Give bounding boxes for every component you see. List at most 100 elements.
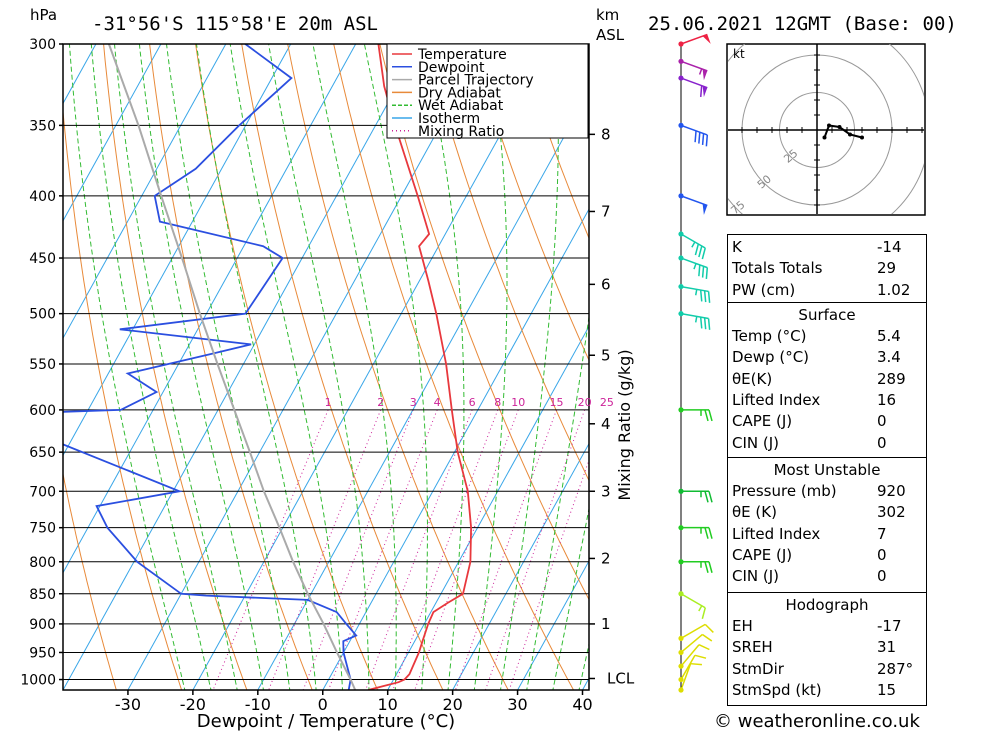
stat-row: PW (cm) 1.02: [732, 280, 922, 301]
wind-barb: [678, 193, 708, 215]
stat-row: Dewp (°C) 3.4: [732, 347, 922, 368]
axes: 3003504004505005506006507007508008509009…: [20, 37, 634, 714]
wind-barb: [678, 662, 703, 693]
km-unit-label: km: [596, 6, 619, 24]
mixing-ratio-label: 8: [494, 396, 501, 409]
stat-value: -17: [877, 617, 902, 635]
isotherm-line: [0, 44, 31, 690]
isotherm-line: [63, 44, 227, 340]
wet-adiabat-line: [165, 44, 291, 690]
isobars: [63, 43, 589, 681]
mixing-ratio-label: 1: [325, 396, 332, 409]
height-tick-label: 4: [601, 415, 611, 433]
stat-label: Lifted Index: [732, 524, 821, 543]
isotherm-line: [322, 208, 589, 690]
stat-value: 0: [877, 567, 887, 586]
dry-adiabat-line: [287, 44, 509, 690]
mixing-ratio-line: [212, 409, 329, 690]
table-section-title: Hodograph: [785, 596, 869, 614]
wet-adiabat-line: [90, 44, 212, 690]
isotherm-line: [517, 559, 589, 690]
hodograph-point: [827, 123, 831, 128]
stat-label: CAPE (J): [732, 412, 793, 431]
mixing-ratio-line: [454, 409, 557, 690]
stat-label: StmDir: [732, 659, 784, 678]
stat-label: Pressure (mb): [732, 482, 837, 500]
pressure-tick-label: 700: [29, 484, 56, 500]
isotherm-line: [387, 325, 589, 690]
wind-barb: [678, 644, 710, 669]
most-unstable-table: Most Unstable Pressure (mb) 920 θE (K) 302 Li…: [727, 457, 927, 593]
mixing-ratio-label: 4: [434, 396, 441, 409]
legend-label: Parcel Trajectory: [418, 73, 534, 89]
parcel-trajectory-curve: [107, 44, 357, 690]
mixing-ratio-label: 20: [578, 396, 592, 409]
hodograph-unit-label: kt: [733, 47, 745, 61]
stat-row: Totals Totals 29: [732, 258, 922, 279]
mixing-ratio-label: 25: [600, 396, 614, 409]
table-section-title: Surface: [798, 306, 856, 324]
stat-value: 0: [877, 433, 887, 452]
pressure-tick-label: 600: [29, 403, 56, 419]
stat-label: PW (cm): [732, 280, 796, 299]
height-tick-label: 6: [601, 275, 611, 293]
wind-barb: [678, 591, 706, 619]
stat-label: Temp (°C): [732, 327, 807, 345]
isotherm-line: [63, 44, 162, 222]
stat-value: -14: [877, 238, 902, 256]
stat-value: 0: [877, 545, 887, 564]
pressure-tick-label: 400: [29, 189, 56, 205]
index-table: K -14 Totals Totals 29 PW (cm) 1.02: [727, 234, 927, 303]
dry-adiabat-line: [103, 44, 248, 690]
wet-adiabat-line: [195, 44, 317, 690]
stat-row: θE (K) 302: [732, 502, 922, 523]
stat-value: 31: [877, 638, 897, 657]
mixing-ratio-axis-title: Mixing Ratio (g/kg): [615, 349, 634, 500]
table-section-title: Most Unstable: [773, 461, 881, 479]
hodograph-point: [848, 132, 852, 137]
wind-barb: [678, 633, 713, 656]
wet-adiabat-line: [499, 44, 559, 690]
stat-value: 287°: [877, 659, 914, 678]
height-tick-label: 7: [601, 202, 611, 220]
dry-adiabat-line: [63, 106, 183, 690]
temp-tick-label: 40: [572, 695, 592, 714]
stat-row: CIN (J) 0: [732, 433, 922, 454]
wind-barb: [678, 283, 711, 303]
stat-label: Dewp (°C): [732, 348, 810, 367]
stat-value: 5.4: [877, 327, 901, 345]
dry-adiabat-line: [425, 44, 589, 482]
footer-credit: © weatheronline.co.uk: [714, 711, 920, 732]
stat-value: 7: [877, 524, 887, 543]
isotherm-line: [452, 442, 589, 690]
wind-barb: [678, 33, 711, 47]
stat-row: SREH 31: [732, 637, 922, 658]
stat-value: 302: [877, 503, 906, 522]
wind-barb: [678, 623, 714, 641]
stat-row: CAPE (J) 0: [732, 545, 922, 566]
pressure-tick-label: 450: [29, 251, 56, 267]
pressure-tick-label: 800: [29, 555, 56, 571]
hodograph-point: [822, 135, 827, 140]
stat-label: CIN (J): [732, 433, 780, 452]
height-tick-label: LCL: [607, 669, 635, 687]
stat-label: CIN (J): [732, 567, 780, 586]
stat-value: 15: [877, 680, 897, 699]
legend-label: Isotherm: [418, 111, 480, 127]
dry-adiabat-line: [379, 44, 589, 601]
mixing-ratio-line: [508, 458, 589, 690]
hodograph-table: Hodograph EH -17 SREH 31 StmDir 287° StmSpd (kt…: [727, 592, 927, 706]
mixing-ratio-line: [484, 409, 586, 690]
mixing-ratio-label: 10: [511, 396, 525, 409]
pressure-tick-label: 850: [29, 587, 56, 603]
wind-barb: [678, 525, 713, 539]
mixing-ratio-line: [414, 409, 519, 690]
dry-adiabat-line: [149, 44, 313, 690]
temp-tick-label: 0: [318, 695, 328, 714]
dewpoint-curve: [63, 44, 358, 690]
stat-label: SREH: [732, 638, 773, 657]
stat-label: StmSpd (kt): [732, 680, 822, 699]
stat-value: 920: [877, 482, 906, 500]
stat-value: 16: [877, 390, 897, 409]
